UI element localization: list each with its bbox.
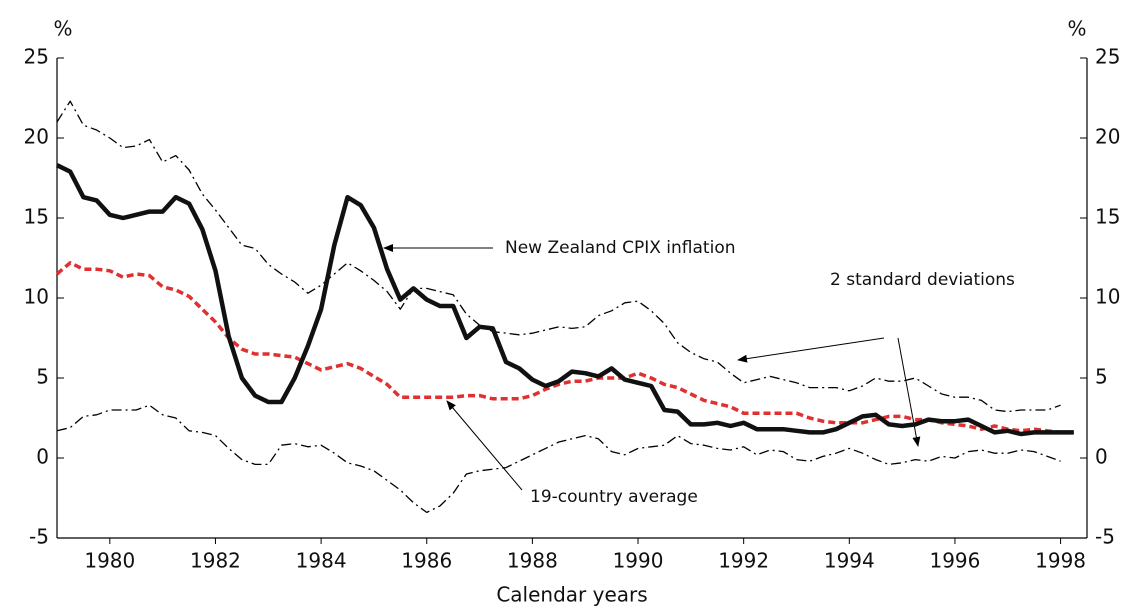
x-tick-label: 1986 xyxy=(401,549,452,573)
y2-tick-label: 0 xyxy=(1095,445,1108,469)
y-tick-label: 10 xyxy=(24,285,49,309)
annotation-arrow xyxy=(897,337,921,447)
x-tick-label: 1994 xyxy=(824,549,875,573)
y-tick-label: 15 xyxy=(24,205,49,229)
x-tick-label: 1990 xyxy=(613,549,664,573)
annotation-arrow xyxy=(446,400,523,491)
annotation: 2 standard deviations xyxy=(830,270,1015,290)
y-tick-label: 0 xyxy=(36,445,49,469)
x-tick-label: 1980 xyxy=(84,549,135,573)
y2-tick-label: 10 xyxy=(1095,285,1120,309)
y-tick-label: 20 xyxy=(24,125,49,149)
x-tick-label: 1984 xyxy=(296,549,347,573)
x-tick-label: 1998 xyxy=(1035,549,1086,573)
x-axis-label: Calendar years xyxy=(496,583,647,607)
y-tick-label: -5 xyxy=(29,525,49,549)
annotation: 19-country average xyxy=(530,487,698,507)
y2-tick-label: 15 xyxy=(1095,205,1120,229)
line-series xyxy=(56,163,1074,437)
annotation: New Zealand CPIX inflation xyxy=(505,238,736,258)
annotation-arrow xyxy=(737,337,885,363)
y2-tick-label: 25 xyxy=(1095,45,1120,69)
y2-axis-label: % xyxy=(1067,17,1086,41)
x-tick-label: 1988 xyxy=(507,549,558,573)
line-series xyxy=(56,404,1061,514)
y2-tick-label: -5 xyxy=(1095,525,1115,549)
y-tick-label: 5 xyxy=(36,365,49,389)
x-tick-label: 1992 xyxy=(718,549,769,573)
y-tick-label: 25 xyxy=(24,45,49,69)
x-tick-label: 1996 xyxy=(929,549,980,573)
x-tick-label: 1982 xyxy=(190,549,241,573)
line-series xyxy=(56,100,1061,413)
y2-tick-label: 20 xyxy=(1095,125,1120,149)
y2-tick-label: 5 xyxy=(1095,365,1108,389)
y-axis-label: % xyxy=(53,17,72,41)
